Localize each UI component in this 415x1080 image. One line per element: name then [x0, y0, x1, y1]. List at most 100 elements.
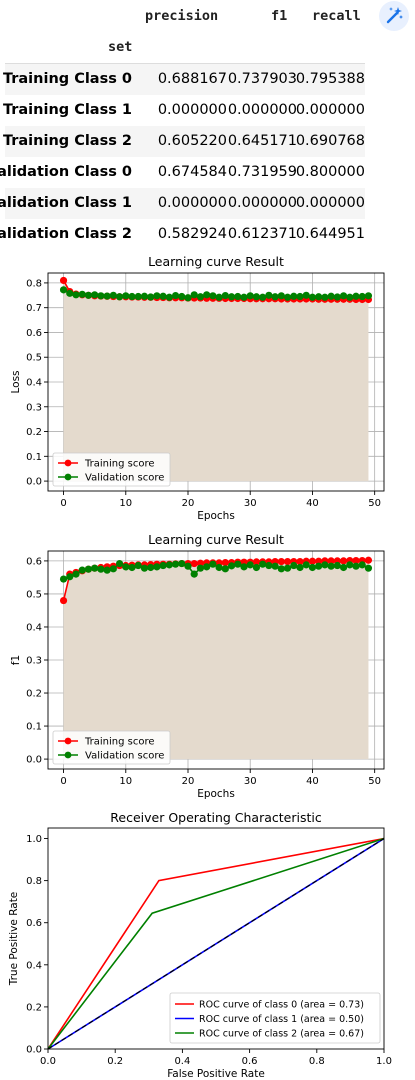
loss-learning-curve-chart: Learning curve Result 0 10 20 30 40 50 0.0 0.1 0.…	[10, 254, 385, 522]
data-point	[203, 563, 211, 571]
data-point	[234, 292, 242, 301]
data-point	[308, 293, 317, 301]
x-tick-label: 20	[182, 776, 195, 787]
data-point	[339, 292, 348, 300]
legend-box	[169, 992, 381, 1044]
data-point	[364, 292, 373, 300]
legend-label: Validation score	[85, 751, 164, 762]
legend-label: ROC curve of class 0 (area = 0.73)	[199, 1000, 364, 1011]
y-tick-label: 0.1	[26, 452, 42, 463]
column-header-precision: precision	[145, 8, 219, 24]
x-tick-label: 1.0	[376, 1056, 392, 1067]
cell-precision: 0.674584	[157, 164, 227, 180]
cell-precision: 0.688167	[157, 71, 227, 87]
data-point	[364, 564, 373, 572]
data-point	[290, 561, 298, 570]
data-point	[134, 561, 142, 570]
data-point	[283, 293, 292, 301]
data-point	[321, 293, 329, 301]
data-point	[327, 557, 335, 565]
data-point	[283, 564, 292, 572]
data-point	[308, 557, 317, 565]
data-point	[352, 292, 360, 300]
table-row: Validation Class 1 0.000000 0.000000 0.0…	[0, 188, 365, 219]
data-point	[315, 562, 323, 570]
data-point	[203, 291, 211, 299]
data-point	[271, 293, 279, 301]
data-point	[327, 292, 335, 300]
y-tick-label: 0.6	[26, 328, 42, 339]
cell-recall: 0.000000	[295, 195, 365, 211]
data-point	[140, 292, 149, 300]
legend-label: Training score	[84, 737, 155, 748]
data-point	[333, 561, 341, 570]
x-tick-label: 30	[244, 498, 257, 509]
data-point	[358, 292, 366, 301]
data-point	[72, 570, 80, 578]
data-point	[128, 292, 136, 301]
data-point	[252, 563, 261, 572]
data-point	[259, 293, 267, 301]
data-point	[265, 291, 273, 299]
data-point	[66, 573, 74, 581]
f1-learning-curve-chart: Learning curve Result 0 10 20 30 40 50 0.0 0.1 0.…	[10, 532, 385, 800]
cell-recall: 0.000000	[295, 102, 365, 118]
y-tick-label: 0.3	[26, 402, 42, 413]
row-label: Training Class 2	[2, 133, 132, 149]
header-divider	[5, 63, 365, 64]
row-label: Validation Class 1	[0, 195, 132, 211]
data-point	[296, 557, 304, 566]
data-point	[115, 559, 124, 568]
magic-wand-icon	[386, 7, 403, 24]
cell-recall: 0.690768	[295, 133, 365, 149]
y-tick-label: 0.1	[26, 722, 42, 733]
data-point	[327, 562, 335, 570]
data-point	[134, 292, 142, 301]
data-point	[302, 291, 310, 299]
legend-label: ROC curve of class 2 (area = 0.67)	[199, 1029, 364, 1040]
cell-precision: 0.582924	[157, 226, 227, 242]
data-point	[84, 565, 93, 573]
data-point	[115, 293, 124, 301]
table-row: Validation Class 2 0.582924 0.612371 0.6…	[0, 219, 365, 250]
y-tick-label: 0.4	[26, 622, 42, 633]
data-point	[333, 293, 341, 301]
table-row: Validation Class 0 0.674584 0.731959 0.8…	[0, 157, 365, 188]
data-point	[346, 561, 354, 569]
legend-label: Validation score	[85, 473, 164, 484]
area-fill	[63, 560, 369, 760]
y-tick-label: 0.2	[26, 1002, 42, 1013]
magic-wand-button[interactable]	[379, 1, 409, 31]
data-point	[358, 561, 366, 569]
data-point	[240, 563, 248, 571]
data-point	[84, 291, 93, 299]
y-tick-label: 0.3	[26, 656, 42, 667]
cell-f1: 0.737903	[227, 71, 297, 87]
cell-recall: 0.795388	[295, 71, 365, 87]
data-point	[159, 292, 167, 300]
data-point	[308, 563, 317, 572]
legend-box	[52, 452, 171, 487]
data-point	[140, 564, 149, 572]
data-point	[122, 563, 130, 571]
y-tick-label: 0.0	[26, 755, 42, 766]
data-point	[147, 563, 155, 572]
chart-title: Receiver Operating Characteristic	[110, 810, 322, 825]
data-point	[339, 557, 348, 565]
cell-recall: 0.800000	[295, 164, 365, 180]
cell-f1: 0.000000	[227, 102, 297, 118]
y-axis-label: f1	[10, 655, 22, 665]
data-point	[246, 292, 254, 300]
data-point	[221, 558, 229, 567]
y-tick-label: 1.0	[26, 834, 42, 845]
x-tick-label: 50	[368, 776, 381, 787]
x-tick-label: 50	[368, 498, 381, 509]
data-point	[277, 557, 285, 566]
plot-frame	[47, 827, 385, 1050]
area-fill	[63, 280, 369, 482]
data-point	[252, 558, 261, 566]
y-tick-label: 0.0	[26, 477, 42, 488]
row-label: Training Class 1	[2, 102, 132, 118]
data-point	[227, 562, 236, 570]
data-point	[184, 294, 192, 302]
